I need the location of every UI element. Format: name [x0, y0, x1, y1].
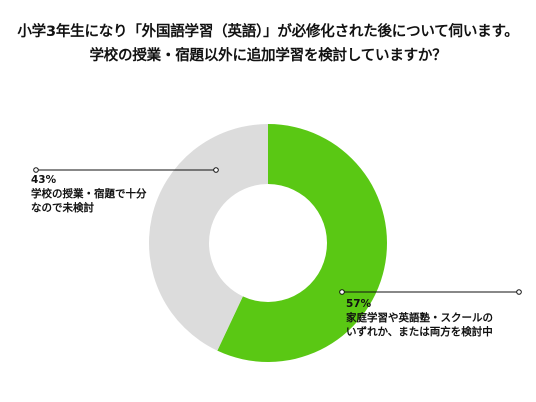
callout-considering: 57% 家庭学習や英語塾・スクールの いずれか、または両方を検討中 — [346, 297, 493, 339]
chart-title-line-2: 学校の授業・宿題以外に追加学習を検討していますか？ — [89, 48, 447, 64]
percent-label-not-considering: 43% — [31, 174, 57, 186]
percent-label-considering: 57% — [346, 298, 372, 310]
slice-label-not-considering-line-2: なので未検討 — [31, 202, 94, 214]
callout-not-considering: 43% 学校の授業・宿題で十分 なので未検討 — [31, 173, 147, 215]
slice-label-not-considering-line-1: 学校の授業・宿題で十分 — [31, 188, 147, 200]
slice-label-considering-line-1: 家庭学習や英語塾・スクールの — [346, 312, 493, 324]
leader-dot-not-considering-end — [213, 167, 219, 173]
slice-considering — [217, 124, 388, 362]
leader-dot-considering-start — [339, 289, 345, 295]
leader-dot-not-considering-start — [33, 167, 39, 173]
chart-title-line-1: 小学3年生になり「外国語学習（英語）」が必修化された後について伺います。 — [17, 24, 519, 40]
leader-dot-considering-end — [516, 289, 522, 295]
chart-title: 小学3年生になり「外国語学習（英語）」が必修化された後について伺います。 学校の… — [0, 20, 536, 68]
slice-label-considering-line-2: いずれか、または両方を検討中 — [346, 326, 493, 338]
slice-not-considering — [148, 124, 268, 351]
